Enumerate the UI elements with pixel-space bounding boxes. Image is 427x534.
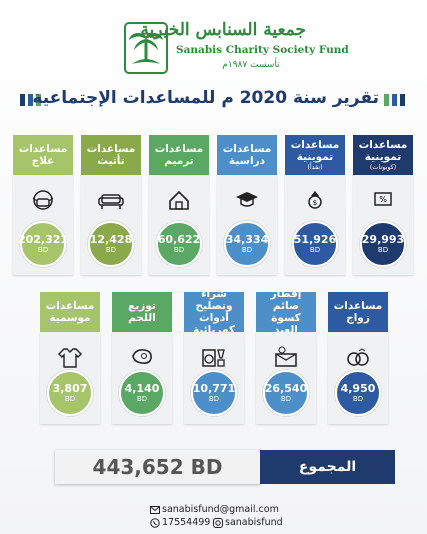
amount-badge: 51,926 BD — [292, 221, 338, 267]
logo-icon — [124, 22, 168, 74]
card-header: مساعدات تموينية (نقداً) — [285, 135, 345, 175]
amount-badge: 10,771 BD — [191, 370, 237, 416]
logo-english-name: Sanabis Charity Society Fund — [176, 44, 349, 56]
card-header: مساعدات دراسية — [217, 135, 277, 175]
card-title: توزيع اللحم — [128, 300, 156, 324]
amount-unit: BD — [37, 245, 49, 254]
card-icon — [32, 190, 54, 210]
amount: 51,926 — [293, 232, 337, 246]
amount: 60,622 — [157, 232, 201, 246]
card-title: إفطار صائم كسوة العيد — [270, 288, 302, 336]
card-icon — [98, 194, 124, 209]
email-icon — [150, 506, 160, 514]
amount: 202,321 — [17, 232, 69, 246]
amount-badge: 202,321 BD — [17, 221, 69, 267]
card-header: مساعدات موسمية — [40, 292, 100, 332]
amount-unit: BD — [241, 245, 253, 254]
card-icon: $ — [308, 191, 322, 209]
card-title: مساعدات تأثيث — [86, 143, 136, 167]
title: تقرير سنة 2020 م للمساعدات الإجتماعية — [32, 88, 379, 108]
amount: 34,334 — [225, 232, 269, 246]
card-title: مساعدات ترميم — [154, 143, 204, 167]
amount-badge: 3,807 BD — [47, 370, 93, 416]
total-label: المجموع — [260, 450, 395, 484]
amount-badge: 60,622 BD — [156, 221, 202, 267]
card-title: مساعدات زواج — [333, 300, 383, 324]
card-title: مساعدات دراسية — [222, 143, 272, 167]
amount: 4,140 — [124, 381, 160, 395]
amount: 10,771 — [192, 381, 236, 395]
footer-social: sanabisfund — [225, 517, 283, 528]
card-icon — [169, 190, 189, 210]
card-title: شراء وتصليح أدوات كهربائية — [192, 288, 236, 336]
amount-unit: BD — [173, 245, 185, 254]
amount: 29,993 — [361, 232, 405, 246]
amount-unit: BD — [64, 394, 76, 403]
card-header: مساعدات تموينية (كوبونات) — [353, 135, 413, 175]
footer-phone: 17554499 — [162, 517, 211, 528]
amount-unit: BD — [352, 394, 364, 403]
amount-unit: BD — [309, 245, 321, 254]
svg-text:$: $ — [313, 199, 317, 207]
card-header: مساعدات علاج — [13, 135, 73, 175]
amount: 26,540 — [264, 381, 308, 395]
card-header: مساعدات تأثيث — [81, 135, 141, 175]
card-subtitle: (كوبونات) — [369, 163, 397, 171]
amount-badge: 4,950 BD — [335, 370, 381, 416]
instagram-icon — [213, 518, 223, 528]
amount-unit: BD — [208, 394, 220, 403]
amount-unit: BD — [105, 245, 117, 254]
card-title: مساعدات موسمية — [45, 300, 95, 324]
amount: 12,428 — [89, 232, 133, 246]
card-icon: % — [374, 192, 392, 206]
card-header: مساعدات زواج — [328, 292, 388, 332]
card-subtitle: (نقداً) — [307, 163, 323, 171]
card-icon — [275, 346, 297, 367]
phone-icon — [150, 518, 160, 528]
card-title: مساعدات علاج — [18, 143, 68, 167]
logo-arabic-name: جمعية السنابس الخيرية — [140, 20, 306, 40]
svg-text:%: % — [379, 195, 387, 204]
amount-badge: 29,993 BD — [360, 221, 406, 267]
amount-badge: 34,334 BD — [224, 221, 270, 267]
card-icon — [202, 349, 225, 367]
card-icon — [132, 349, 152, 364]
card-header: مساعدات ترميم — [149, 135, 209, 175]
amount-badge: 12,428 BD — [88, 221, 134, 267]
card-icon — [58, 348, 82, 368]
amount: 3,807 — [52, 381, 88, 395]
amount: 4,950 — [340, 381, 376, 395]
card-header: إفطار صائم كسوة العيد — [256, 288, 316, 336]
card-icon — [236, 192, 258, 207]
amount-unit: BD — [136, 394, 148, 403]
title-decoration — [384, 94, 405, 106]
logo-established: تأسست ١٩٨٧م — [222, 60, 280, 70]
amount-badge: 4,140 BD — [119, 370, 165, 416]
amount-unit: BD — [280, 394, 292, 403]
card-header: توزيع اللحم — [112, 292, 172, 332]
card-title: مساعدات تموينية — [358, 139, 408, 163]
title-decoration — [20, 94, 41, 106]
amount-badge: 26,540 BD — [263, 370, 309, 416]
card-title: مساعدات تموينية — [290, 139, 340, 163]
footer-email: sanabisfund@gmail.com — [162, 504, 279, 515]
card-header: شراء وتصليح أدوات كهربائية — [184, 288, 244, 336]
card-icon — [347, 348, 369, 366]
amount-unit: BD — [377, 245, 389, 254]
total-amount: 443,652 BD — [55, 450, 260, 484]
